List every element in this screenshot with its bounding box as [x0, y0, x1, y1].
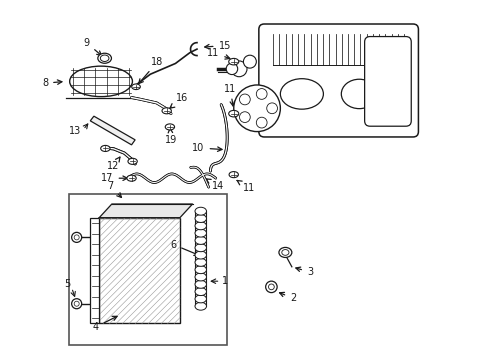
Text: 11: 11 — [207, 48, 229, 59]
Text: 6: 6 — [170, 239, 198, 256]
Circle shape — [243, 55, 256, 68]
Text: 12: 12 — [107, 157, 120, 171]
Circle shape — [72, 232, 81, 242]
Text: 13: 13 — [69, 126, 81, 135]
Text: 5: 5 — [64, 279, 70, 289]
Ellipse shape — [128, 158, 137, 165]
Ellipse shape — [69, 66, 132, 96]
Circle shape — [268, 284, 274, 290]
Text: 19: 19 — [164, 128, 177, 145]
Ellipse shape — [228, 111, 238, 117]
Text: 4: 4 — [92, 316, 117, 332]
Ellipse shape — [101, 145, 110, 152]
Text: 15: 15 — [204, 41, 230, 50]
Ellipse shape — [195, 237, 206, 244]
Circle shape — [266, 103, 277, 114]
Circle shape — [239, 94, 250, 105]
Text: 3: 3 — [295, 267, 312, 277]
Circle shape — [74, 235, 79, 240]
Ellipse shape — [195, 295, 206, 303]
Circle shape — [233, 85, 280, 132]
Text: 7: 7 — [107, 181, 121, 197]
Circle shape — [231, 61, 246, 77]
Ellipse shape — [100, 55, 109, 62]
Text: 11: 11 — [237, 180, 254, 193]
Ellipse shape — [280, 79, 323, 109]
Text: 17: 17 — [101, 173, 127, 183]
Ellipse shape — [131, 84, 140, 90]
FancyBboxPatch shape — [258, 24, 418, 137]
Ellipse shape — [165, 124, 174, 130]
Bar — [90, 218, 99, 323]
Circle shape — [72, 299, 81, 309]
Bar — [69, 194, 226, 345]
Text: 9: 9 — [83, 38, 102, 55]
Circle shape — [256, 89, 266, 99]
Text: 16: 16 — [170, 93, 188, 108]
Text: 1: 1 — [222, 276, 228, 286]
Ellipse shape — [195, 288, 206, 296]
Text: 2: 2 — [279, 292, 296, 303]
Ellipse shape — [195, 215, 206, 222]
Ellipse shape — [228, 58, 238, 65]
Bar — [99, 218, 180, 323]
Text: 18: 18 — [139, 57, 163, 84]
Circle shape — [226, 63, 237, 75]
Text: 14: 14 — [206, 179, 224, 192]
Ellipse shape — [98, 53, 111, 63]
Ellipse shape — [195, 266, 206, 274]
Ellipse shape — [195, 244, 206, 252]
Circle shape — [74, 301, 79, 306]
Circle shape — [239, 112, 250, 122]
Polygon shape — [99, 204, 192, 218]
Ellipse shape — [195, 273, 206, 281]
Ellipse shape — [278, 247, 291, 257]
Ellipse shape — [195, 258, 206, 266]
Ellipse shape — [162, 108, 171, 114]
FancyBboxPatch shape — [364, 37, 410, 126]
Polygon shape — [90, 116, 135, 145]
Ellipse shape — [281, 249, 288, 255]
Ellipse shape — [228, 172, 238, 177]
Text: 11: 11 — [224, 84, 236, 106]
Ellipse shape — [195, 207, 206, 215]
Ellipse shape — [195, 280, 206, 288]
Ellipse shape — [195, 302, 206, 310]
Ellipse shape — [341, 79, 376, 109]
Ellipse shape — [195, 229, 206, 237]
Ellipse shape — [126, 175, 136, 181]
Text: 8: 8 — [42, 78, 62, 88]
Circle shape — [265, 281, 277, 293]
Ellipse shape — [195, 251, 206, 259]
Ellipse shape — [195, 222, 206, 230]
Text: 10: 10 — [192, 143, 222, 153]
Circle shape — [256, 117, 266, 128]
